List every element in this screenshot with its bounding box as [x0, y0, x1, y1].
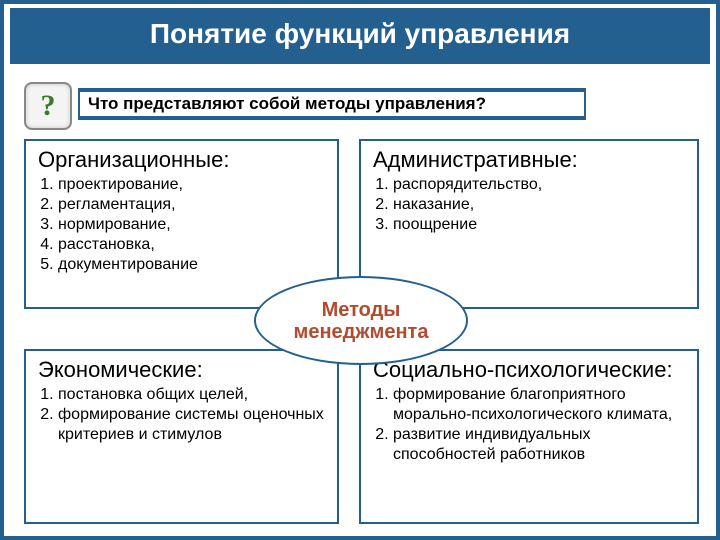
- question-row: ? Что представляют собой методы управлен…: [14, 84, 706, 126]
- center-label-line1: Методы: [322, 299, 401, 321]
- center-oval: Методы менеджмента: [254, 276, 468, 365]
- list-item: наказание,: [393, 195, 685, 215]
- box-heading: Социально-психологические:: [373, 357, 685, 383]
- box-economic: Экономические: постановка общих целей, ф…: [24, 349, 339, 524]
- list-item: распорядительство,: [393, 175, 685, 195]
- list-item: нормирование,: [58, 215, 325, 235]
- box-list: формирование благоприятного морально-пси…: [373, 385, 685, 465]
- box-organizational: Организационные: проектирование, регламе…: [24, 139, 339, 309]
- box-list: постановка общих целей, формирование сис…: [38, 385, 325, 445]
- slide-title: Понятие функций управления: [10, 8, 710, 64]
- list-item: проектирование,: [58, 175, 325, 195]
- question-text: Что представляют собой методы управления…: [80, 92, 584, 116]
- list-item: документирование: [58, 255, 325, 275]
- center-label-line2: менеджмента: [294, 321, 429, 343]
- list-item: формирование благоприятного морально-пси…: [393, 385, 685, 425]
- list-item: поощрение: [393, 215, 685, 235]
- box-social-psych: Социально-психологические: формирование …: [359, 349, 699, 524]
- box-heading: Экономические:: [38, 357, 325, 383]
- list-item: постановка общих целей,: [58, 385, 325, 405]
- list-item: расстановка,: [58, 235, 325, 255]
- box-heading: Организационные:: [38, 147, 325, 173]
- box-heading: Административные:: [373, 147, 685, 173]
- question-mark-icon: ?: [24, 82, 72, 130]
- box-list: распорядительство, наказание, поощрение: [373, 175, 685, 235]
- question-banner: Что представляют собой методы управления…: [78, 88, 586, 120]
- question-glyph: ?: [41, 89, 56, 123]
- box-list: проектирование, регламентация, нормирова…: [38, 175, 325, 275]
- list-item: формирование системы оценочных критериев…: [58, 405, 325, 445]
- list-item: развитие индивидуальных способностей раб…: [393, 425, 685, 465]
- list-item: регламентация,: [58, 195, 325, 215]
